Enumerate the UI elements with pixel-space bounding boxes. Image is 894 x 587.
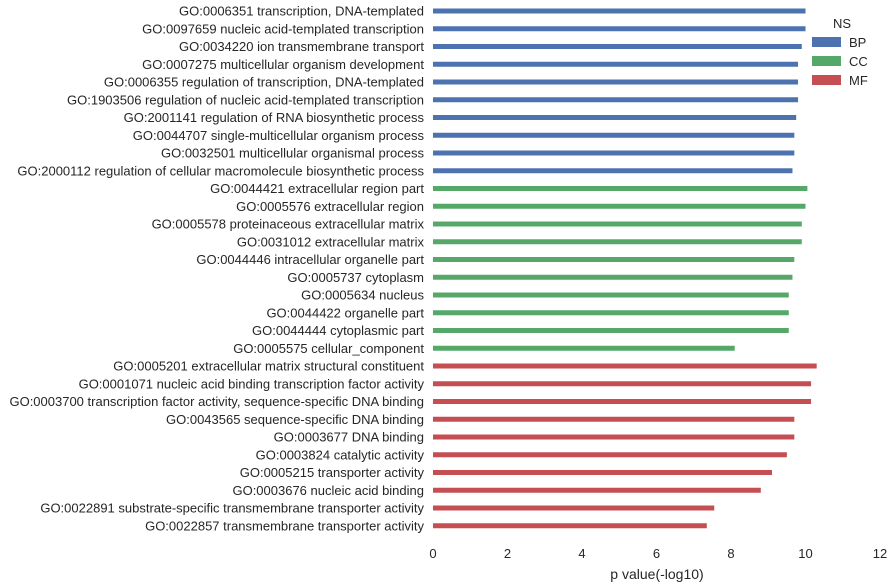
category-label: GO:0003677 DNA binding: [274, 430, 424, 445]
category-label: GO:0005576 extracellular region: [236, 199, 424, 214]
category-label: GO:0006355 regulation of transcription, …: [104, 75, 424, 90]
x-tick-label: 4: [578, 546, 585, 561]
category-label: GO:0031012 extracellular matrix: [237, 234, 425, 249]
category-label: GO:0044422 organelle part: [266, 305, 424, 320]
legend-swatch-mf: [812, 75, 841, 85]
category-label: GO:2000112 regulation of cellular macrom…: [17, 163, 424, 178]
category-label: GO:0007275 multicellular organism develo…: [142, 57, 424, 72]
x-tick-label: 8: [727, 546, 734, 561]
category-label: GO:0005737 cytoplasm: [287, 270, 424, 285]
bar-cc: [433, 292, 789, 298]
category-label: GO:0006351 transcription, DNA-templated: [179, 4, 424, 19]
bar-cc: [433, 186, 808, 191]
x-tick-label: 2: [504, 546, 511, 561]
bar-cc: [433, 328, 789, 333]
bar-cc: [433, 345, 735, 351]
bar-bp: [433, 97, 799, 103]
legend-swatch-bp: [812, 37, 841, 47]
category-label: GO:0044707 single-multicellular organism…: [133, 128, 425, 143]
legend-label-cc: CC: [849, 54, 868, 69]
category-label: GO:0003700 transcription factor activity…: [9, 394, 424, 409]
bar-bp: [433, 44, 802, 49]
category-label: GO:0005575 cellular_component: [233, 341, 424, 356]
bar-cc: [433, 239, 802, 245]
bar-mf: [433, 399, 812, 404]
category-label: GO:1903506 regulation of nucleic acid-te…: [67, 92, 424, 107]
category-labels-group: GO:0006351 transcription, DNA-templated G…: [9, 4, 424, 534]
bar-cc: [433, 257, 795, 262]
bar-mf: [433, 452, 787, 458]
legend-swatch-cc: [812, 56, 841, 66]
category-label: GO:0005201 extracellular matrix structur…: [113, 359, 424, 374]
x-tick-label: 0: [429, 546, 436, 561]
legend-label-bp: BP: [849, 35, 866, 50]
bar-bp: [433, 115, 797, 120]
x-tick-label: 10: [798, 546, 812, 561]
bar-mf: [433, 363, 817, 369]
bar-cc: [433, 203, 806, 209]
legend-items-group: BP CC MF: [812, 35, 868, 88]
category-label: GO:0034220 ion transmembrane transport: [179, 39, 424, 54]
bar-mf: [433, 416, 795, 422]
bar-cc: [433, 221, 802, 227]
category-label: GO:0044444 cytoplasmic part: [252, 323, 424, 338]
bar-bp: [433, 132, 795, 138]
category-label: GO:0022891 substrate-specific transmembr…: [40, 501, 424, 516]
category-label: GO:0003676 nucleic acid binding: [232, 483, 424, 498]
category-label: GO:0044421 extracellular region part: [210, 181, 424, 196]
bar-mf: [433, 470, 772, 475]
bar-bp: [433, 61, 799, 67]
legend: NS BP CC MF: [812, 16, 868, 88]
category-label: GO:2001141 regulation of RNA biosyntheti…: [124, 110, 425, 125]
category-label: GO:0003824 catalytic activity: [256, 447, 425, 462]
bar-mf: [433, 434, 795, 440]
bar-bp: [433, 8, 806, 14]
x-axis-title: p value(-log10): [610, 566, 703, 582]
legend-label-mf: MF: [849, 73, 868, 88]
bar-bp: [433, 150, 795, 156]
category-label: GO:0043565 sequence-specific DNA binding: [166, 412, 424, 427]
legend-title: NS: [833, 16, 851, 31]
category-label: GO:0097659 nucleic acid-templated transc…: [142, 21, 424, 36]
bar-bp: [433, 26, 806, 32]
category-label: GO:0032501 multicellular organismal proc…: [161, 146, 425, 161]
x-tick-label: 6: [653, 546, 660, 561]
bar-mf: [433, 505, 715, 511]
bar-cc: [433, 310, 789, 316]
category-label: GO:0005578 proteinaceous extracellular m…: [152, 217, 425, 232]
bar-cc: [433, 274, 793, 280]
bar-mf: [433, 523, 707, 529]
bar-mf: [433, 487, 761, 493]
category-label: GO:0005215 transporter activity: [240, 465, 425, 480]
category-label: GO:0044446 intracellular organelle part: [196, 252, 424, 267]
bar-bp: [433, 168, 793, 174]
category-label: GO:0005634 nucleus: [301, 288, 424, 303]
bar-bp: [433, 79, 799, 85]
bars-group: [433, 8, 817, 529]
category-label: GO:0022857 transmembrane transporter act…: [145, 518, 424, 533]
category-label: GO:0001071 nucleic acid binding transcri…: [79, 376, 425, 391]
x-axis-ticks-group: 0 2 4 6 8 10 12: [429, 546, 887, 561]
x-tick-label: 12: [873, 546, 887, 561]
bar-mf: [433, 381, 812, 387]
